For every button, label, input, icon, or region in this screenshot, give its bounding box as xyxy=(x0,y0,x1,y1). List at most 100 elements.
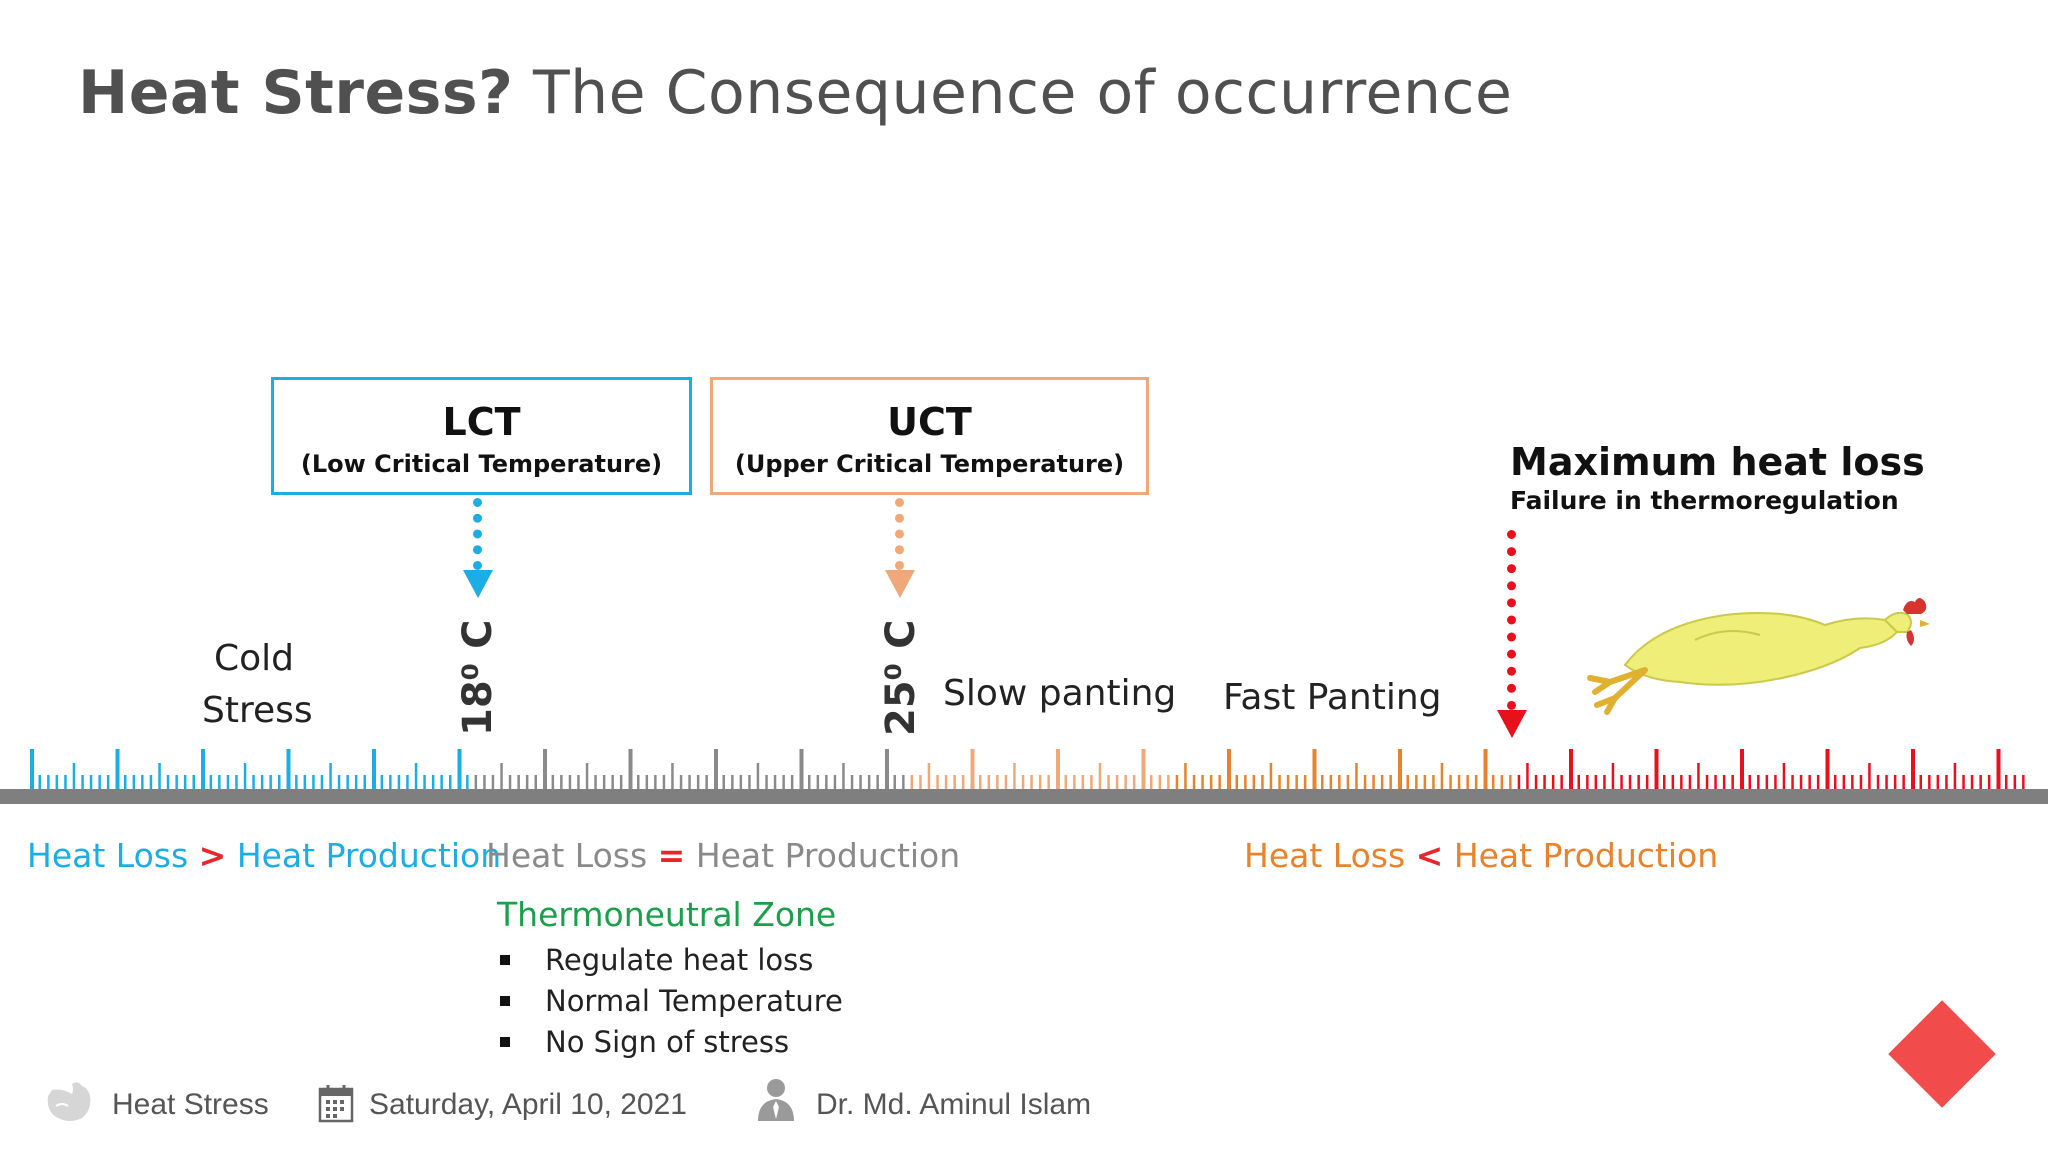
footer-date: Saturday, April 10, 2021 xyxy=(369,1088,687,1121)
scale-tick-max xyxy=(1663,775,1666,789)
scale-tick-neutral xyxy=(602,775,606,789)
scale-tick-neutral xyxy=(551,775,555,789)
scale-tick-neutral xyxy=(577,775,580,789)
uct-subtitle: (Upper Critical Temperature) xyxy=(734,450,1125,478)
scale-tick-cold xyxy=(466,775,469,789)
hot-balance-statement: Heat Loss < Heat Production xyxy=(1244,836,1718,875)
scale-tick-neutral xyxy=(688,775,691,789)
lct-dashed-line xyxy=(473,498,482,570)
scale-tick-max xyxy=(1893,775,1897,789)
scale-tick-cold xyxy=(30,749,34,789)
scale-tick-max xyxy=(1551,775,1555,789)
fast-panting-label: Fast Panting xyxy=(1223,677,1442,718)
scale-tick-max xyxy=(1936,775,1940,789)
scale-tick-cold xyxy=(363,775,366,789)
scale-tick-max xyxy=(1722,775,1726,789)
scale-tick-slow xyxy=(953,775,956,789)
hot-heat-production: Heat Production xyxy=(1453,836,1719,875)
scale-tick-slow xyxy=(944,775,948,789)
scale-tick-fast xyxy=(1338,775,1341,789)
scale-tick-cold xyxy=(235,775,238,789)
title-bold: Heat Stress? xyxy=(78,58,514,128)
footer-author: Dr. Md. Aminul Islam xyxy=(816,1088,1092,1121)
scale-tick-slow xyxy=(961,775,965,789)
scale-tick-neutral xyxy=(483,775,486,789)
title-rest: The Consequence of occurrence xyxy=(513,58,1513,128)
scale-tick-slow xyxy=(936,775,939,789)
scale-tick-max xyxy=(1945,775,1948,789)
scale-tick-slow xyxy=(1047,775,1050,789)
scale-tick-neutral xyxy=(885,749,889,789)
scale-tick-max xyxy=(1842,775,1846,789)
scale-tick-neutral xyxy=(474,775,478,789)
hot-heat-loss: Heat Loss xyxy=(1244,836,1406,875)
lct-title: LCT xyxy=(442,400,521,444)
list-item: Regulate heat loss xyxy=(497,940,843,981)
scale-tick-max xyxy=(1876,775,1880,789)
scale-tick-fast xyxy=(1389,775,1392,789)
scale-tick-fast xyxy=(1457,775,1461,789)
cold-stress-line1: Cold xyxy=(214,638,295,679)
max-heat-loss-title: Maximum heat loss xyxy=(1510,440,1925,484)
scale-tick-cold xyxy=(47,775,50,789)
scale-tick-slow xyxy=(1021,775,1025,789)
scale-tick-neutral xyxy=(543,749,547,789)
scale-tick-slow xyxy=(1056,749,1060,789)
scale-tick-slow xyxy=(1167,775,1170,789)
scale-tick-max xyxy=(1902,775,1905,789)
scale-tick-max xyxy=(1731,775,1734,789)
scale-tick-cold xyxy=(141,775,144,789)
neutral-heat-loss: Heat Loss xyxy=(486,836,648,875)
dead-chicken-illustration xyxy=(1587,598,1930,715)
scale-tick-max xyxy=(2013,775,2017,789)
scale-tick-max xyxy=(1816,775,1820,789)
scale-tick-cold xyxy=(303,775,307,789)
scale-tick-cold xyxy=(260,775,264,789)
scale-tick-fast xyxy=(1474,775,1478,789)
scale-tick-max xyxy=(1611,763,1615,789)
scale-tick-max xyxy=(1911,749,1915,789)
scale-tick-slow xyxy=(1064,775,1067,789)
scale-tick-neutral xyxy=(731,775,734,789)
scale-tick-max xyxy=(1671,775,1675,789)
scale-tick-neutral xyxy=(637,775,640,789)
scale-tick-cold xyxy=(312,775,315,789)
scale-tick-max xyxy=(1740,749,1744,789)
scale-tick-max xyxy=(1825,749,1830,789)
scale-tick-neutral xyxy=(748,775,751,789)
scale-tick-neutral xyxy=(739,775,743,789)
scale-tick-max xyxy=(1594,775,1598,789)
scale-tick-neutral xyxy=(722,775,725,789)
uct-temperature-label: 25⁰ C xyxy=(878,619,924,736)
scale-tick-max xyxy=(1748,775,1751,789)
cold-operator: > xyxy=(198,836,227,875)
scale-tick-max xyxy=(1705,775,1709,789)
scale-tick-neutral xyxy=(876,775,879,789)
scale-tick-cold xyxy=(81,775,84,789)
corner-diamond-decoration xyxy=(1888,1000,1996,1108)
scale-tick-slow xyxy=(1124,775,1127,789)
scale-tick-cold xyxy=(243,763,247,789)
scale-tick-max xyxy=(1851,775,1854,789)
scale-tick-fast xyxy=(1509,775,1512,789)
uct-box: UCT (Upper Critical Temperature) xyxy=(710,377,1149,495)
scale-tick-slow xyxy=(1013,763,1016,789)
scale-tick-fast xyxy=(1346,775,1350,789)
scale-tick-fast xyxy=(1278,775,1281,789)
cold-stress-line2: Stress xyxy=(202,690,313,731)
scale-tick-fast xyxy=(1363,775,1367,789)
scale-tick-max xyxy=(1868,763,1871,789)
slow-panting-label: Slow panting xyxy=(943,673,1177,714)
scale-tick-cold xyxy=(72,763,76,789)
scale-tick-slow xyxy=(1090,775,1093,789)
list-item: Normal Temperature xyxy=(497,981,843,1022)
max-heat-dashed-line xyxy=(1507,530,1516,710)
scale-tick-max xyxy=(1680,775,1683,789)
hot-operator: < xyxy=(1415,836,1444,875)
scale-tick-fast xyxy=(1175,775,1179,789)
scale-tick-slow xyxy=(1004,775,1008,789)
scale-tick-neutral xyxy=(645,775,649,789)
scale-tick-fast xyxy=(1295,775,1298,789)
scale-tick-max xyxy=(1953,763,1957,789)
scale-tick-neutral xyxy=(765,775,768,789)
